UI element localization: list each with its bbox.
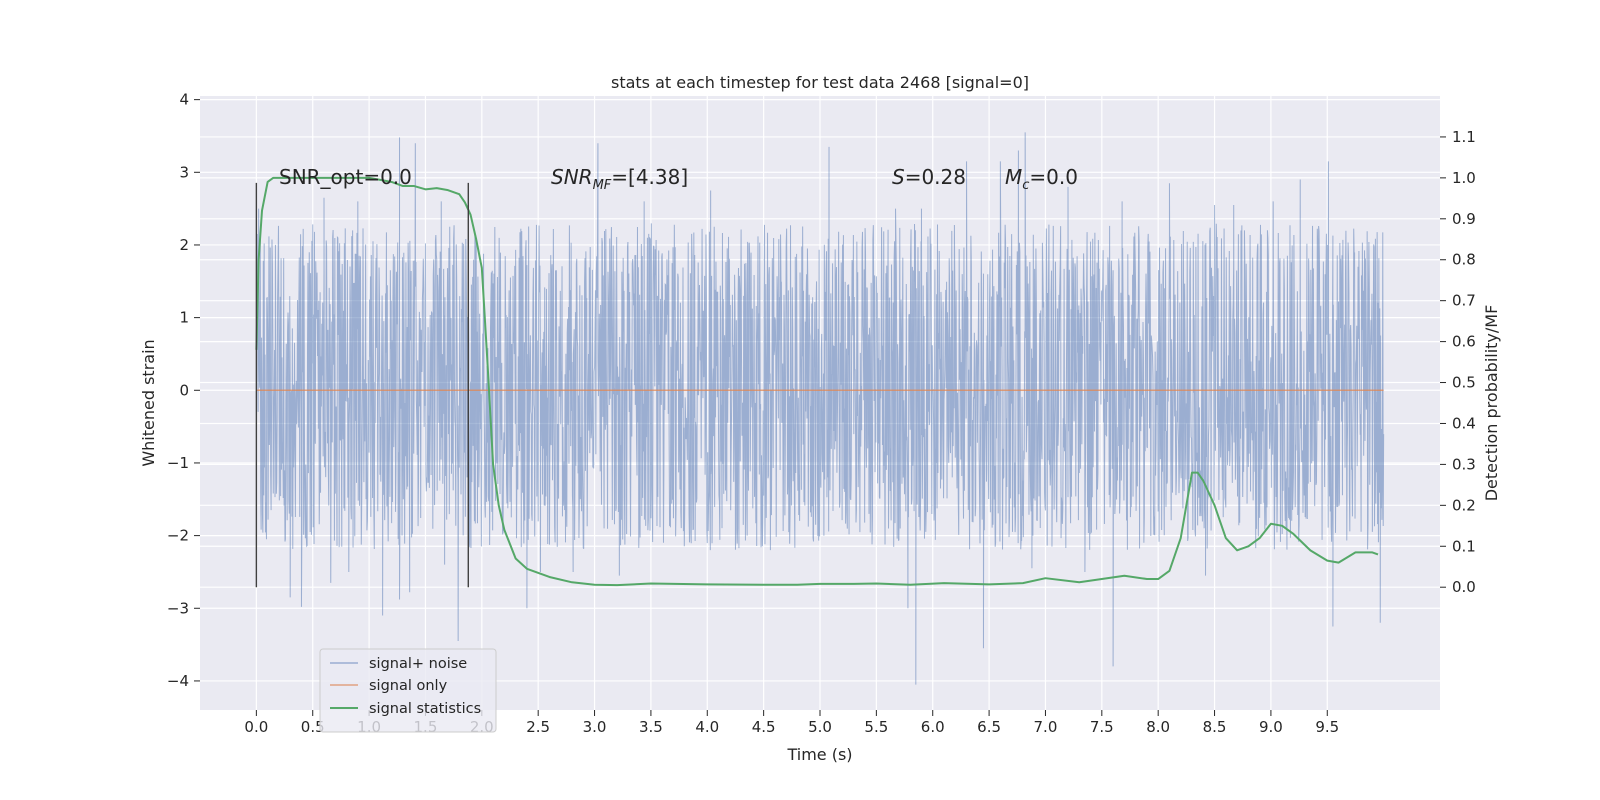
y2-tick-label: 0.2 (1452, 496, 1476, 514)
signal-noise-line (255, 132, 1385, 685)
legend-label-signal-only: signal only (369, 678, 448, 694)
y2-tick-label: 0.7 (1452, 292, 1476, 310)
y2-tick-label: 1.1 (1452, 128, 1476, 146)
x-tick-label: 7.0 (1034, 718, 1058, 736)
vertical-markers (255, 182, 469, 588)
s-symbol: S (892, 165, 905, 189)
x-tick-label: 4.0 (695, 718, 719, 736)
legend-label-signal-statistics: signal statistics (369, 701, 481, 717)
y-axis-ticks: −4 −3 −2 −1 0 1 2 3 4 (167, 91, 200, 690)
y-tick-label: 2 (179, 236, 189, 254)
y-tick-label: −1 (167, 454, 189, 472)
snr-mf-annotation: SNRMF=[4.38] (551, 165, 688, 193)
x-tick-label: 9.5 (1315, 718, 1339, 736)
x-tick-label: 3.5 (639, 718, 663, 736)
signal-noise-series (255, 132, 1385, 685)
y2-axis-ticks: 0.0 0.1 0.2 0.3 0.4 0.5 0.6 0.7 0.8 0.9 1.0 1.1 (1440, 128, 1476, 596)
y-tick-label: −2 (167, 527, 189, 545)
snr-mf-subscript: MF (593, 178, 612, 193)
y2-tick-label: 1.0 (1452, 169, 1476, 187)
y-tick-label: 3 (179, 163, 189, 181)
x-axis-label: Time (s) (786, 745, 852, 764)
x-tick-label: 0.5 (301, 718, 325, 736)
x-tick-label: 8.5 (1203, 718, 1227, 736)
y2-tick-label: 0.8 (1452, 251, 1476, 269)
x-tick-label: 7.5 (1090, 718, 1114, 736)
y2-tick-label: 0.3 (1452, 455, 1476, 473)
legend: signal+ noise signal only signal statist… (319, 648, 497, 733)
y-axis-label: Whitened strain (139, 339, 158, 466)
x-tick-label: 4.5 (752, 718, 776, 736)
legend-box (319, 648, 497, 733)
y-tick-label: 1 (179, 309, 189, 327)
y2-tick-label: 0.9 (1452, 210, 1476, 228)
x-tick-label: 8.0 (1146, 718, 1170, 736)
y-tick-label: 0 (179, 381, 189, 399)
y2-tick-label: 0.0 (1452, 578, 1476, 596)
y2-tick-label: 0.1 (1452, 537, 1476, 555)
y2-tick-label: 0.6 (1452, 333, 1476, 351)
mc-symbol: M (1005, 165, 1022, 189)
y-tick-label: −4 (167, 672, 189, 690)
s-annotation: S=0.28 (892, 165, 966, 189)
mc-subscript: c (1022, 178, 1029, 193)
x-tick-label: 5.0 (808, 718, 832, 736)
snr-mf-value: =[4.38] (611, 165, 688, 189)
line-series (255, 176, 1384, 587)
x-tick-label: 6.0 (921, 718, 945, 736)
signal-statistics-line (255, 176, 1379, 587)
x-tick-label: 2.5 (526, 718, 550, 736)
x-tick-label: 6.5 (977, 718, 1001, 736)
y2-axis-label: Detection probability/MF (1482, 305, 1501, 502)
y-tick-label: 4 (179, 91, 189, 109)
mc-annotation: Mc=0.0 (1005, 165, 1078, 193)
y2-tick-label: 0.4 (1452, 414, 1476, 432)
chart-title: stats at each timestep for test data 246… (611, 73, 1029, 92)
mc-value: =0.0 (1029, 165, 1078, 189)
snr-mf-symbol: SNR (551, 165, 593, 189)
x-tick-label: 9.0 (1259, 718, 1283, 736)
legend-label-signal-noise: signal+ noise (369, 656, 467, 672)
s-value: =0.28 (905, 165, 966, 189)
y-tick-label: −3 (167, 599, 189, 617)
x-tick-label: 5.5 (864, 718, 888, 736)
y2-tick-label: 0.5 (1452, 374, 1476, 392)
snr-opt-annotation: SNR_opt=0.0 (279, 165, 412, 189)
x-tick-label: 3.0 (583, 718, 607, 736)
x-tick-label: 0.0 (244, 718, 268, 736)
